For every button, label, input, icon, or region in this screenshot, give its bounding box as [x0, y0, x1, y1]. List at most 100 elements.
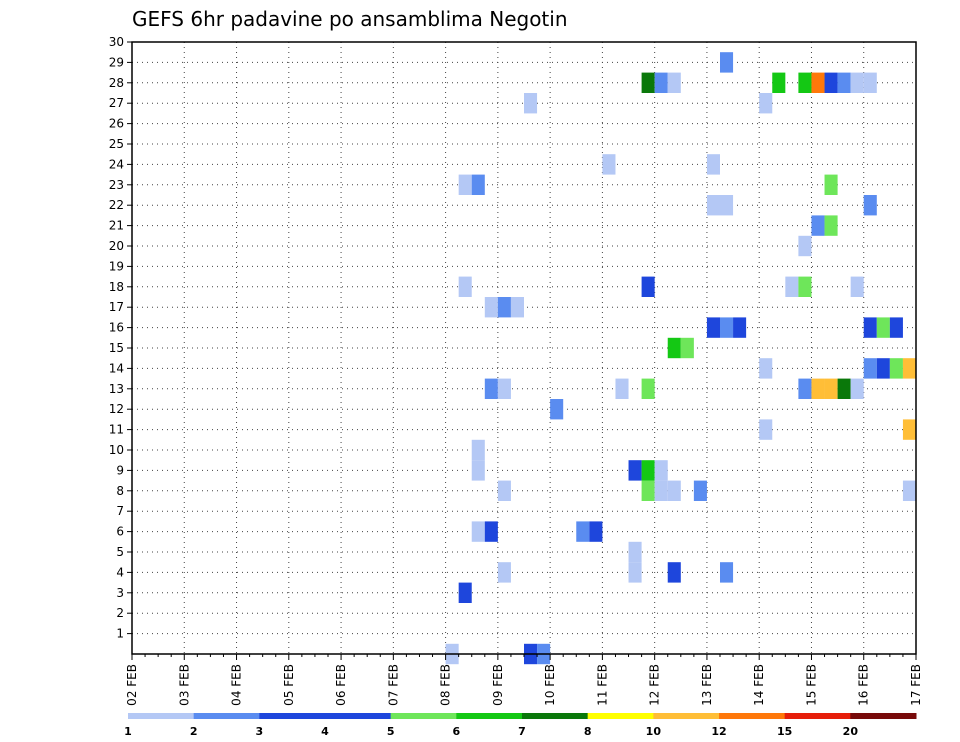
- legend-label: 8: [584, 725, 592, 738]
- precip-cell: [824, 378, 838, 399]
- precip-cell: [824, 174, 838, 195]
- x-tick-label: 11 FEB: [595, 664, 609, 706]
- x-tick-label: 02 FEB: [125, 664, 139, 706]
- legend-swatch: [784, 713, 851, 719]
- legend-label: 4: [321, 725, 329, 738]
- legend-label: 1: [124, 725, 132, 738]
- precip-cell: [497, 297, 511, 318]
- y-tick-label: 3: [116, 586, 124, 600]
- legend-swatch: [587, 713, 654, 719]
- x-tick-label: 13 FEB: [700, 664, 714, 706]
- precip-cell: [471, 460, 485, 481]
- x-tick-label: 17 FEB: [909, 664, 923, 706]
- y-tick-label: 8: [116, 484, 124, 498]
- precip-cell: [641, 480, 655, 501]
- precip-cell: [458, 174, 472, 195]
- precip-cell: [628, 541, 642, 563]
- precip-cell: [576, 521, 590, 542]
- x-tick-label: 07 FEB: [386, 664, 400, 706]
- precip-cell: [798, 72, 812, 93]
- plot-frame: [131, 41, 917, 655]
- y-tick-label: 13: [109, 382, 124, 396]
- precip-cell: [863, 317, 877, 338]
- precip-cell: [654, 480, 668, 501]
- legend-label: 6: [453, 725, 461, 738]
- x-tick-label: 08 FEB: [439, 664, 453, 706]
- precip-cell: [693, 480, 707, 501]
- precip-cell: [667, 337, 681, 359]
- y-tick-label: 7: [116, 504, 124, 518]
- grid: [131, 41, 917, 654]
- legend-swatch: [390, 713, 457, 719]
- y-tick-label: 29: [109, 55, 124, 69]
- precip-cell: [863, 72, 877, 93]
- precip-cell: [876, 358, 890, 379]
- precip-cell: [471, 174, 485, 195]
- precip-cell: [615, 378, 629, 399]
- precip-cell: [497, 480, 511, 501]
- precip-cell: [510, 297, 524, 318]
- y-tick-label: 11: [109, 423, 124, 437]
- precip-cell: [811, 378, 825, 399]
- precip-cell: [837, 378, 851, 399]
- color-legend: 1 2 3 4 5 6 7 8 10 12 15 20: [124, 713, 917, 738]
- x-tick-label: 04 FEB: [230, 664, 244, 706]
- precip-cell: [667, 562, 681, 583]
- precip-cell: [497, 562, 511, 583]
- y-tick-label: 9: [116, 463, 124, 477]
- y-tick-label: 1: [116, 627, 124, 641]
- precip-cell: [641, 460, 655, 481]
- precip-cell: [602, 154, 616, 175]
- x-tick-label: 06 FEB: [334, 664, 348, 706]
- precip-cell: [720, 562, 734, 583]
- precip-cell: [458, 582, 472, 603]
- y-tick-label: 10: [109, 443, 124, 457]
- precip-cell: [484, 521, 498, 542]
- precip-cell: [850, 72, 864, 93]
- legend-swatch: [719, 713, 786, 719]
- y-tick-label: 4: [116, 565, 124, 579]
- x-axis: 02 FEB 03 FEB 04 FEB 05 FEB 06 FEB 07 FEB 08 F…: [125, 654, 923, 706]
- y-tick-label: 22: [109, 198, 124, 212]
- precip-cell: [798, 276, 812, 297]
- y-tick-label: 26: [109, 117, 124, 131]
- y-tick-label: 16: [109, 321, 124, 335]
- precip-cell: [785, 276, 799, 297]
- legend-label: 20: [843, 725, 859, 738]
- legend-label: 2: [190, 725, 198, 738]
- y-tick-label: 17: [109, 300, 124, 314]
- y-tick-label: 18: [109, 280, 124, 294]
- y-tick-label: 2: [116, 606, 124, 620]
- y-tick-label: 6: [116, 525, 124, 539]
- precip-cell: [706, 317, 720, 338]
- precip-cell: [706, 154, 720, 175]
- y-axis: 1234567891011121314151617181920212223242…: [109, 35, 132, 641]
- y-tick-label: 5: [116, 545, 124, 559]
- precip-cell: [484, 297, 498, 318]
- precip-cell: [667, 480, 681, 501]
- precip-cell: [733, 317, 747, 338]
- legend-label: 7: [518, 725, 526, 738]
- precip-cell: [811, 72, 825, 93]
- data-cells: [445, 52, 916, 665]
- precip-cell: [876, 317, 890, 338]
- x-tick-label: 03 FEB: [177, 664, 191, 706]
- precip-cell: [902, 419, 916, 440]
- y-tick-label: 28: [109, 76, 124, 90]
- precip-cell: [759, 419, 773, 440]
- precip-cell: [889, 358, 903, 379]
- y-tick-label: 23: [109, 178, 124, 192]
- precip-cell: [654, 460, 668, 481]
- precip-cell: [471, 439, 485, 461]
- legend-label: 10: [646, 725, 662, 738]
- precip-cell: [589, 521, 603, 542]
- y-tick-label: 19: [109, 259, 124, 273]
- precip-cell: [850, 276, 864, 297]
- x-tick-label: 10 FEB: [543, 664, 557, 706]
- precip-cell: [641, 378, 655, 399]
- legend-swatch: [850, 713, 917, 719]
- legend-label: 12: [711, 725, 726, 738]
- legend-swatch: [193, 713, 260, 719]
- precip-cell: [706, 195, 720, 216]
